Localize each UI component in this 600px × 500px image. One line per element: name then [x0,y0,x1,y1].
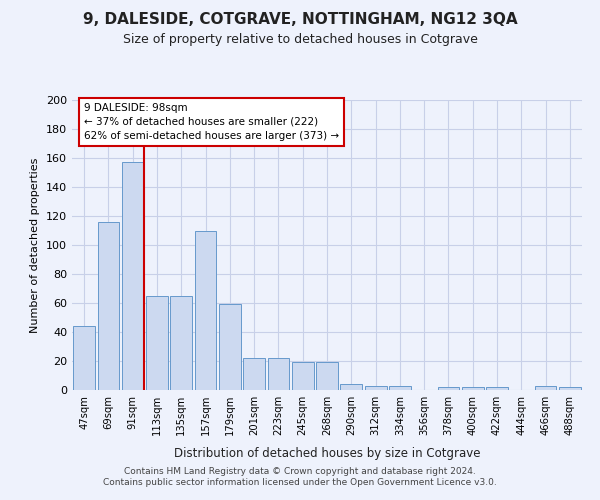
Bar [365,386,386,390]
Bar [316,362,338,390]
Bar [292,362,314,390]
Bar [268,358,289,390]
Bar [340,384,362,390]
Bar [243,358,265,390]
Text: Contains public sector information licensed under the Open Government Licence v3: Contains public sector information licen… [103,478,497,487]
Bar [559,387,581,390]
Bar [146,296,168,390]
Bar [97,222,119,390]
Bar [486,387,508,390]
Bar [73,326,95,390]
Text: Size of property relative to detached houses in Cotgrave: Size of property relative to detached ho… [122,32,478,46]
Text: Contains HM Land Registry data © Crown copyright and database right 2024.: Contains HM Land Registry data © Crown c… [124,467,476,476]
Text: 9, DALESIDE, COTGRAVE, NOTTINGHAM, NG12 3QA: 9, DALESIDE, COTGRAVE, NOTTINGHAM, NG12 … [83,12,517,28]
Bar [389,386,411,390]
Bar [437,387,460,390]
Bar [535,386,556,390]
Text: Distribution of detached houses by size in Cotgrave: Distribution of detached houses by size … [174,448,480,460]
Bar [194,230,217,390]
Bar [170,296,192,390]
Bar [219,304,241,390]
Bar [462,387,484,390]
Text: 9 DALESIDE: 98sqm
← 37% of detached houses are smaller (222)
62% of semi-detache: 9 DALESIDE: 98sqm ← 37% of detached hous… [84,103,339,141]
Y-axis label: Number of detached properties: Number of detached properties [31,158,40,332]
Bar [122,162,143,390]
